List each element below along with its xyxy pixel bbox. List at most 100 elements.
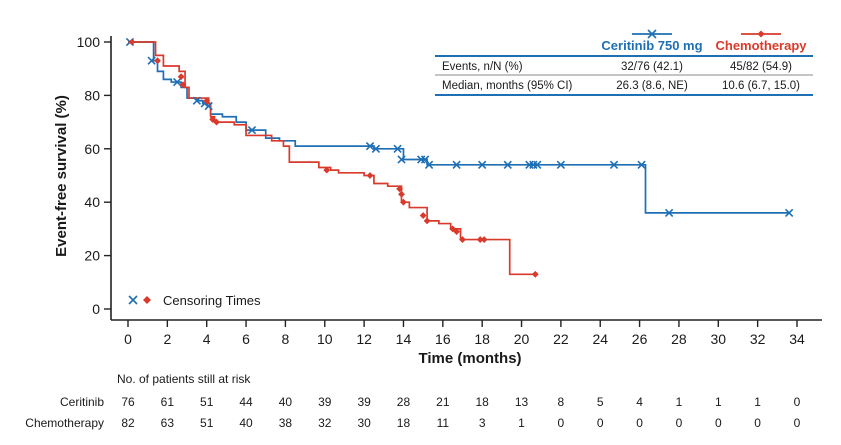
summary-header-chemotherapy: Chemotherapy bbox=[715, 38, 807, 53]
x-tick-label: 18 bbox=[474, 331, 490, 347]
summary-row-label: Events, n/N (%) bbox=[442, 61, 523, 73]
x-tick-label: 4 bbox=[203, 331, 211, 347]
risk-value-chemotherapy: 0 bbox=[754, 416, 761, 430]
risk-value-ceritinib: 4 bbox=[636, 395, 643, 409]
risk-value-chemotherapy: 32 bbox=[318, 416, 332, 430]
y-ticks: 0 20 40 60 80 100 bbox=[77, 34, 111, 317]
risk-value-chemotherapy: 1 bbox=[518, 416, 525, 430]
legend-line-chemotherapy bbox=[741, 30, 781, 38]
censoring-legend: Censoring Times bbox=[128, 293, 261, 308]
censor-mark-ceritinib bbox=[173, 77, 182, 87]
y-tick-label: 80 bbox=[84, 87, 100, 103]
censor-mark-chemotherapy bbox=[419, 212, 427, 219]
y-tick-label: 20 bbox=[84, 248, 100, 264]
risk-value-chemotherapy: 82 bbox=[121, 416, 135, 430]
censor-mark-ceritinib bbox=[478, 160, 487, 169]
risk-value-chemotherapy: 63 bbox=[161, 416, 175, 430]
risk-value-ceritinib: 61 bbox=[161, 395, 175, 409]
x-tick-label: 0 bbox=[124, 331, 132, 347]
x-tick-label: 10 bbox=[317, 331, 333, 347]
risk-value-chemotherapy: 0 bbox=[558, 416, 565, 430]
censor-mark-chemotherapy bbox=[480, 236, 488, 243]
censor-mark-chemotherapy bbox=[398, 190, 405, 198]
risk-value-ceritinib: 44 bbox=[239, 395, 253, 409]
censor-x-icon bbox=[128, 295, 138, 305]
censor-mark-chemotherapy bbox=[213, 118, 220, 126]
censor-mark-ceritinib bbox=[609, 160, 619, 169]
legend-diamond-mark bbox=[143, 296, 151, 304]
summary-header-ceritinib: Ceritinib 750 mg bbox=[601, 38, 702, 53]
risk-value-chemotherapy: 30 bbox=[357, 416, 371, 430]
x-tick-label: 34 bbox=[789, 331, 805, 347]
risk-value-chemotherapy: 0 bbox=[676, 416, 683, 430]
x-tick-label: 14 bbox=[396, 331, 412, 347]
x-tick-label: 2 bbox=[163, 331, 171, 347]
legend-line-ceritinib bbox=[632, 29, 672, 39]
censor-mark-ceritinib bbox=[664, 208, 674, 218]
censor-mark-ceritinib bbox=[637, 160, 646, 169]
censor-mark-ceritinib bbox=[420, 155, 430, 164]
censor-mark-chemotherapy bbox=[531, 270, 539, 278]
censor-mark-chemotherapy bbox=[209, 116, 217, 123]
summary-cell: 32/76 (42.1) bbox=[621, 61, 683, 73]
censor-mark-ceritinib bbox=[533, 160, 542, 169]
censor-mark-ceritinib bbox=[503, 160, 512, 169]
chemotherapy-survival-line bbox=[128, 41, 536, 276]
censor-mark-chemotherapy bbox=[396, 185, 403, 193]
x-tick-label: 24 bbox=[592, 331, 608, 347]
risk-value-chemotherapy: 0 bbox=[715, 416, 722, 430]
risk-value-ceritinib: 51 bbox=[200, 395, 214, 409]
censor-diamond-icon bbox=[143, 296, 151, 304]
censor-mark-ceritinib bbox=[192, 96, 202, 105]
censor-mark-chemotherapy bbox=[203, 97, 211, 105]
x-tick-label: 6 bbox=[242, 331, 250, 347]
risk-value-ceritinib: 1 bbox=[754, 395, 761, 409]
x-tick-label: 8 bbox=[282, 331, 290, 347]
censor-mark-ceritinib bbox=[556, 160, 566, 169]
x-tick-label: 26 bbox=[632, 331, 648, 347]
censor-mark-ceritinib bbox=[247, 125, 257, 135]
x-tick-label: 30 bbox=[711, 331, 727, 347]
risk-table: No. of patients still at risk Ceritinib … bbox=[25, 372, 800, 430]
risk-value-ceritinib: 8 bbox=[558, 395, 565, 409]
censor-mark-chemotherapy bbox=[323, 166, 331, 174]
risk-value-ceritinib: 18 bbox=[475, 395, 489, 409]
risk-value-ceritinib: 0 bbox=[794, 395, 801, 409]
risk-table-title: No. of patients still at risk bbox=[117, 372, 251, 386]
censor-mark-ceritinib bbox=[365, 141, 375, 151]
summary-table: Ceritinib 750 mg Chemotherapy Events, n/… bbox=[435, 29, 813, 96]
legend-x-mark bbox=[647, 29, 657, 39]
summary-cell: 45/82 (54.9) bbox=[730, 61, 792, 73]
x-tick-label: 16 bbox=[435, 331, 451, 347]
axes bbox=[110, 36, 822, 321]
x-tick-label: 28 bbox=[671, 331, 687, 347]
risk-value-ceritinib: 1 bbox=[676, 395, 683, 409]
x-tick-label: 12 bbox=[356, 331, 372, 347]
censor-mark-chemotherapy bbox=[423, 217, 431, 225]
summary-cell: 10.6 (6.7, 15.0) bbox=[722, 80, 800, 92]
risk-value-chemotherapy: 0 bbox=[794, 416, 801, 430]
censor-mark-ceritinib bbox=[424, 160, 434, 169]
censor-mark-chemotherapy bbox=[128, 38, 136, 46]
censor-mark-chemotherapy bbox=[400, 198, 407, 206]
risk-value-ceritinib: 40 bbox=[279, 395, 293, 409]
y-tick-label: 100 bbox=[77, 34, 101, 50]
x-tick-label: 22 bbox=[553, 331, 569, 347]
ceritinib-survival-line bbox=[128, 41, 790, 214]
legend-diamond-mark bbox=[757, 30, 765, 38]
risk-value-chemotherapy: 0 bbox=[636, 416, 643, 430]
risk-value-chemotherapy: 18 bbox=[397, 416, 411, 430]
censor-mark-chemotherapy bbox=[154, 57, 161, 65]
risk-value-chemotherapy: 11 bbox=[437, 416, 450, 430]
risk-value-chemotherapy: 0 bbox=[597, 416, 604, 430]
risk-value-ceritinib: 39 bbox=[357, 395, 371, 409]
survival-curves bbox=[128, 41, 790, 276]
censoring-legend-label: Censoring Times bbox=[163, 293, 261, 308]
x-axis-title: Time (months) bbox=[418, 350, 521, 367]
censor-mark-ceritinib bbox=[784, 208, 794, 218]
x-tick-label: 20 bbox=[514, 331, 530, 347]
risk-row-label-ceritinib: Ceritinib bbox=[60, 395, 104, 409]
risk-value-ceritinib: 5 bbox=[597, 395, 604, 409]
summary-row-label: Median, months (95% CI) bbox=[442, 80, 573, 92]
